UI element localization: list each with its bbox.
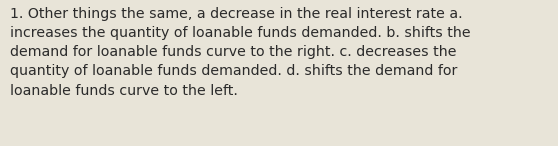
Text: 1. Other things the same, a decrease in the real interest rate a.
increases the : 1. Other things the same, a decrease in …	[10, 7, 470, 98]
